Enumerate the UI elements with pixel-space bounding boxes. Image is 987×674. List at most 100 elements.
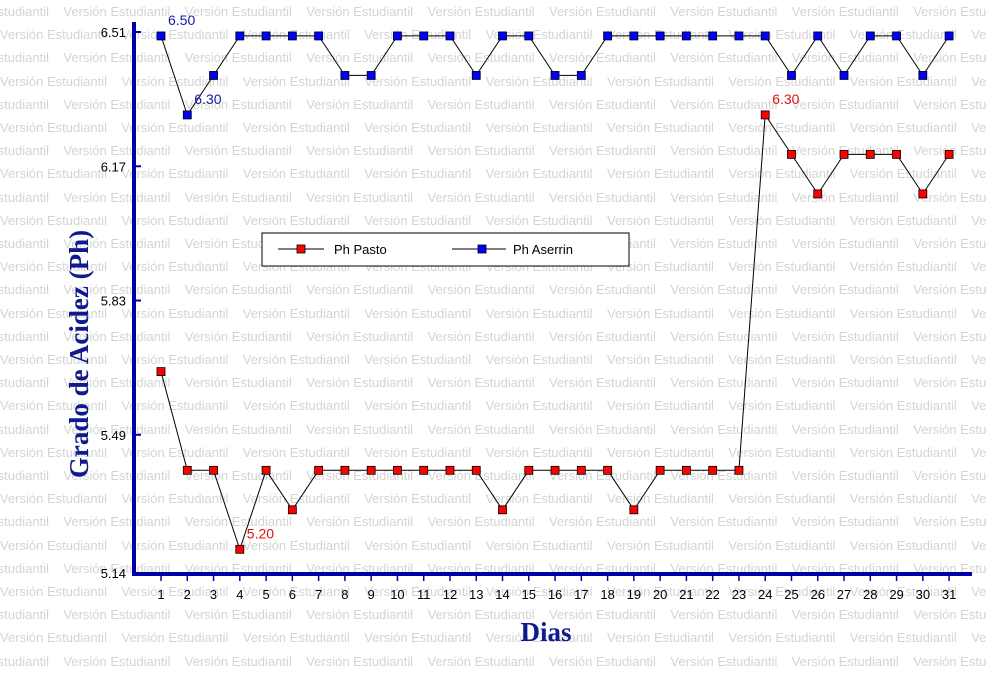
x-tick-label: 22 bbox=[705, 587, 719, 602]
data-point bbox=[839, 150, 849, 159]
watermark-row: Versión Estudiantil Versión Estudiantil … bbox=[0, 189, 987, 205]
data-point bbox=[734, 31, 744, 41]
x-tick-label: 26 bbox=[811, 587, 825, 602]
watermark-row: Versión Estudiantil Versión Estudiantil … bbox=[0, 259, 987, 275]
data-point bbox=[708, 465, 718, 475]
x-tick-label: 11 bbox=[417, 587, 431, 602]
data-point bbox=[261, 31, 271, 41]
data-label: 6.30 bbox=[194, 91, 221, 107]
watermark-row: Versión Estudiantil Versión Estudiantil … bbox=[0, 96, 987, 112]
data-point bbox=[944, 150, 954, 159]
data-point bbox=[498, 31, 507, 41]
x-tick-label: 23 bbox=[732, 587, 746, 602]
watermark-row: Versión Estudiantil Versión Estudiantil … bbox=[0, 375, 987, 391]
watermark-row: Versión Estudiantil Versión Estudiantil … bbox=[0, 166, 987, 182]
watermark-row: Versión Estudiantil Versión Estudiantil … bbox=[0, 120, 987, 135]
data-point bbox=[550, 465, 560, 475]
watermark-row: Versión Estudiantil Versión Estudiantil … bbox=[0, 653, 987, 669]
series-line-ph-pasto bbox=[160, 113, 950, 551]
x-tick-label: 8 bbox=[341, 587, 348, 602]
watermark-row: Versión Estudiantil Versión Estudiantil … bbox=[0, 584, 987, 599]
data-point bbox=[576, 71, 586, 80]
data-point bbox=[734, 465, 744, 475]
data-point bbox=[419, 465, 429, 475]
y-tick-label: 5.14 bbox=[101, 566, 126, 581]
data-point bbox=[524, 465, 534, 475]
data-label: 6.30 bbox=[772, 91, 799, 107]
x-tick-label: 3 bbox=[210, 587, 217, 602]
watermark-row: Versión Estudiantil Versión Estudiantil … bbox=[0, 607, 987, 623]
data-point bbox=[261, 465, 271, 475]
x-tick-label: 28 bbox=[863, 587, 877, 602]
watermark-row: Versión Estudiantil Versión Estudiantil … bbox=[0, 50, 987, 66]
data-point bbox=[892, 31, 901, 41]
series-layer bbox=[156, 31, 954, 554]
data-point bbox=[393, 31, 402, 41]
data-point bbox=[839, 71, 849, 80]
data-point bbox=[682, 465, 691, 475]
watermark-row: Versión Estudiantil Versión Estudiantil … bbox=[0, 305, 987, 321]
data-point bbox=[182, 465, 192, 475]
data-point bbox=[629, 505, 639, 515]
y-tick-label: 6.51 bbox=[101, 25, 126, 40]
data-point bbox=[471, 465, 481, 475]
watermark-row: Versión Estudiantil Versión Estudiantil … bbox=[0, 421, 987, 437]
data-label: 5.20 bbox=[247, 525, 274, 541]
x-tick-label: 15 bbox=[522, 587, 536, 602]
x-tick-label: 17 bbox=[574, 587, 588, 602]
watermark-row: Versión Estudiantil Versión Estudiantil … bbox=[0, 282, 987, 298]
data-label: 6.50 bbox=[168, 12, 195, 28]
data-point bbox=[471, 71, 481, 80]
x-tick-label: 12 bbox=[443, 587, 457, 602]
data-point bbox=[603, 465, 612, 475]
x-tick-label: 25 bbox=[784, 587, 798, 602]
data-point bbox=[760, 31, 770, 41]
x-tick-label: 30 bbox=[916, 587, 930, 602]
data-point bbox=[287, 31, 297, 41]
data-point bbox=[918, 189, 928, 199]
data-point bbox=[445, 465, 455, 475]
data-point bbox=[393, 465, 402, 475]
x-tick-label: 19 bbox=[627, 587, 641, 602]
data-point bbox=[314, 465, 324, 475]
x-tick-label: 1 bbox=[157, 587, 164, 602]
watermark-row: Versión Estudiantil Versión Estudiantil … bbox=[0, 212, 987, 228]
data-point bbox=[760, 110, 770, 120]
watermark-row: Versión Estudiantil Versión Estudiantil … bbox=[0, 537, 987, 553]
watermark-row: Versión Estudiantil Versión Estudiantil … bbox=[0, 352, 987, 367]
data-point bbox=[550, 71, 560, 80]
data-point bbox=[287, 505, 297, 515]
watermark-row: Versión Estudiantil Versión Estudiantil … bbox=[0, 328, 987, 344]
y-tick-label: 5.83 bbox=[101, 294, 126, 309]
data-point bbox=[498, 505, 507, 515]
x-axis-title: Dias bbox=[520, 617, 571, 647]
data-point bbox=[603, 31, 612, 41]
data-point bbox=[419, 31, 429, 41]
series-ph-pasto bbox=[156, 110, 954, 554]
watermark-row: Versión Estudiantil Versión Estudiantil … bbox=[0, 73, 987, 89]
x-tick-label: 31 bbox=[942, 587, 956, 602]
x-tick-label: 18 bbox=[600, 587, 614, 602]
x-tick-label: 14 bbox=[495, 587, 509, 602]
axes bbox=[132, 22, 972, 576]
watermark-row: Versión Estudiantil Versión Estudiantil … bbox=[0, 630, 987, 646]
data-point bbox=[156, 31, 166, 41]
data-point bbox=[524, 31, 534, 41]
x-tick-label: 7 bbox=[315, 587, 322, 602]
x-tick-label: 29 bbox=[889, 587, 903, 602]
series-ph-aserrin bbox=[156, 31, 954, 120]
data-point bbox=[340, 465, 350, 475]
data-point bbox=[813, 31, 823, 41]
y-tick-labels: 5.14 5.49 5.83 6.17 6.51 bbox=[101, 25, 141, 581]
y-axis-title: Grado de Acidez (Ph) bbox=[64, 230, 94, 478]
data-point bbox=[865, 31, 875, 41]
data-point bbox=[366, 465, 376, 475]
x-tick-label: 6 bbox=[289, 587, 296, 602]
x-tick-label: 10 bbox=[390, 587, 404, 602]
data-point bbox=[314, 31, 324, 41]
data-point bbox=[655, 465, 665, 475]
x-tick-label: 24 bbox=[758, 587, 772, 602]
data-point bbox=[340, 71, 350, 80]
